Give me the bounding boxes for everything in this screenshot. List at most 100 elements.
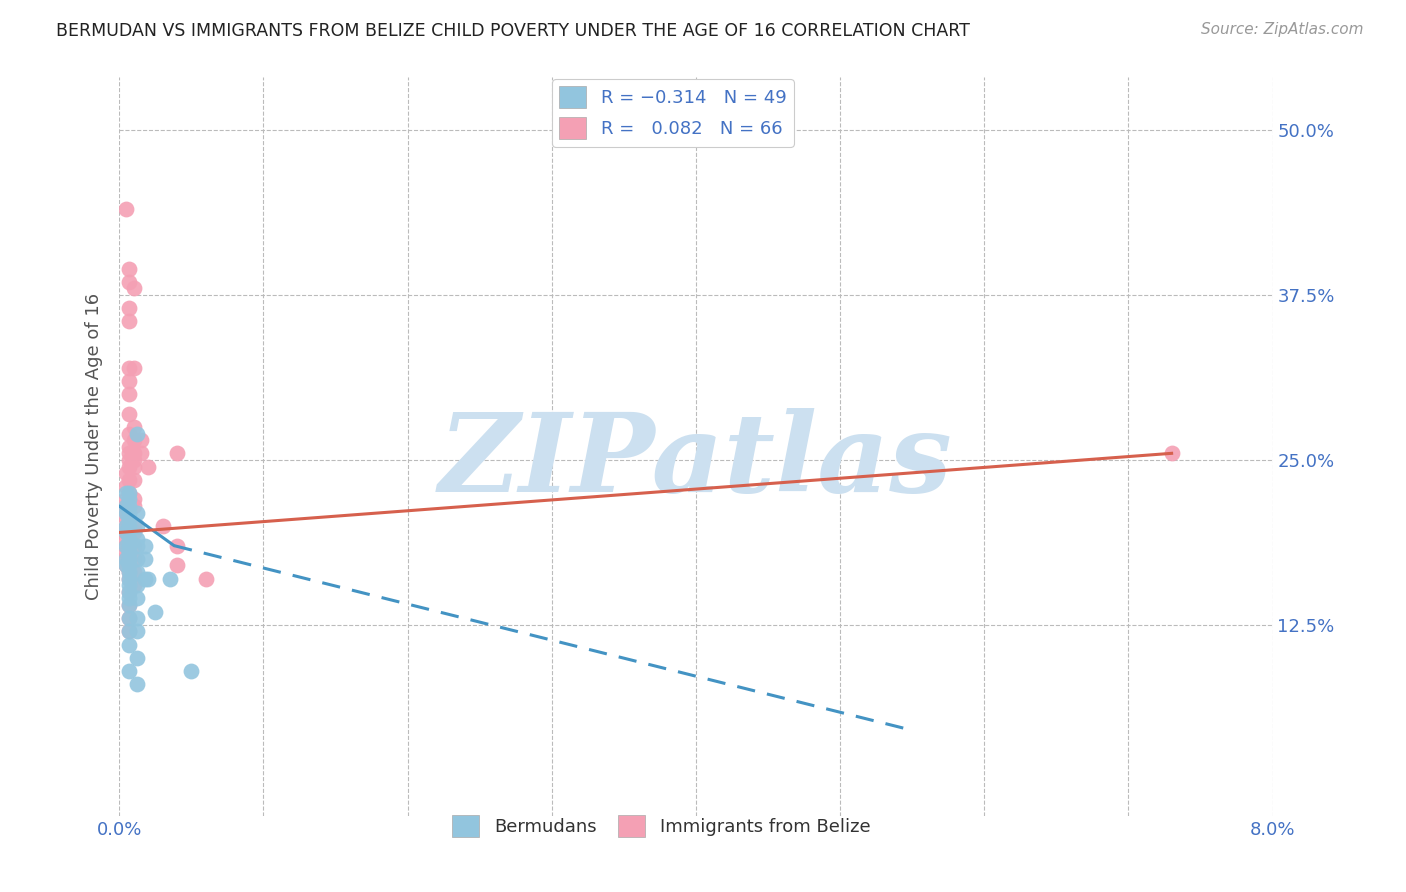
Point [118,565,141,579]
Point [122,420,145,434]
Point [118,499,141,513]
Point [122,551,145,566]
Point [118,591,141,606]
Point [118,611,141,625]
Point [118,598,141,612]
Point [129,446,152,460]
Point [115,551,138,566]
Point [115,539,138,553]
Y-axis label: Child Poverty Under the Age of 16: Child Poverty Under the Age of 16 [86,293,103,600]
Point [118,584,141,599]
Point [118,578,141,592]
Point [115,512,138,526]
Point [136,459,159,474]
Point [125,565,148,579]
Point [125,611,148,625]
Point [122,519,145,533]
Point [122,446,145,460]
Point [134,572,156,586]
Point [122,539,145,553]
Point [115,519,138,533]
Point [118,261,141,276]
Point [118,486,141,500]
Point [115,202,138,217]
Point [118,532,141,546]
Point [122,578,145,592]
Point [143,605,166,619]
Point [136,572,159,586]
Point [122,473,145,487]
Point [125,551,148,566]
Point [115,545,138,559]
Point [118,506,141,520]
Point [118,539,141,553]
Point [118,360,141,375]
Point [118,525,141,540]
Point [115,525,138,540]
Point [115,539,138,553]
Point [115,479,138,493]
Point [118,453,141,467]
Point [118,275,141,289]
Point [118,499,141,513]
Text: ZIPatlas: ZIPatlas [439,408,953,516]
Point [166,446,188,460]
Point [152,519,174,533]
Legend: Bermudans, Immigrants from Belize: Bermudans, Immigrants from Belize [446,807,877,844]
Point [118,440,141,454]
Point [125,650,148,665]
Point [115,486,138,500]
Point [118,545,141,559]
Point [122,492,145,507]
Point [122,281,145,295]
Point [118,584,141,599]
Point [118,539,141,553]
Point [122,499,145,513]
Point [125,591,148,606]
Point [159,572,181,586]
Point [118,598,141,612]
Point [115,551,138,566]
Point [166,558,188,573]
Point [125,578,148,592]
Point [125,532,148,546]
Point [129,433,152,447]
Text: BERMUDAN VS IMMIGRANTS FROM BELIZE CHILD POVERTY UNDER THE AGE OF 16 CORRELATION: BERMUDAN VS IMMIGRANTS FROM BELIZE CHILD… [56,22,970,40]
Point [118,446,141,460]
Point [180,664,202,678]
Text: Source: ZipAtlas.com: Source: ZipAtlas.com [1201,22,1364,37]
Point [118,624,141,639]
Point [125,506,148,520]
Point [194,572,217,586]
Point [118,638,141,652]
Point [118,519,141,533]
Point [134,539,156,553]
Point [118,565,141,579]
Point [115,558,138,573]
Point [118,551,141,566]
Point [118,664,141,678]
Point [115,492,138,507]
Point [115,506,138,520]
Point [118,545,141,559]
Point [115,558,138,573]
Point [118,426,141,441]
Point [118,512,141,526]
Point [115,506,138,520]
Point [122,459,145,474]
Point [122,453,145,467]
Point [115,466,138,480]
Point [134,551,156,566]
Point [118,301,141,316]
Point [122,565,145,579]
Point [115,525,138,540]
Point [118,407,141,421]
Point [115,499,138,513]
Point [118,387,141,401]
Point [122,525,145,540]
Point [118,374,141,388]
Point [118,473,141,487]
Point [115,519,138,533]
Point [118,611,141,625]
Point [122,360,145,375]
